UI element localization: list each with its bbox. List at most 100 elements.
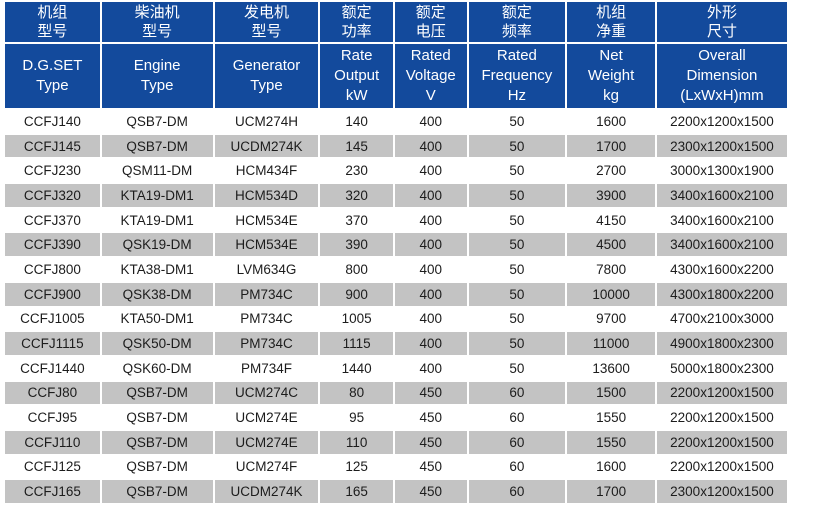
header-row-cn: 机组 型号 柴油机 型号 发电机 型号 额定 功率 额定 电压 额定 频率 机组 净重 外形 …	[5, 2, 787, 42]
cell-generator_type: PM734F	[214, 356, 319, 380]
cell-overall_dimension: 2200x1200x1500	[656, 406, 787, 429]
cell-rate_output: 1440	[320, 356, 393, 380]
col-header-en-rated_frequency: Rated Frequency Hz	[468, 44, 566, 108]
cell-net_weight: 1550	[567, 430, 655, 454]
cell-dgset_type: CCFJ230	[5, 159, 100, 183]
cell-net_weight: 1500	[567, 381, 655, 405]
table-row: CCFJ145 QSB7-DM UCDM274K 145 400 50 1700 2300x1…	[5, 134, 787, 158]
cell-net_weight: 9700	[567, 307, 655, 331]
cell-engine_type: KTA19-DM1	[101, 208, 213, 232]
cell-generator_type: UCDM274K	[214, 134, 319, 158]
table-row: CCFJ320 KTA19-DM1 HCM534D 320 400 50 3900 3400x…	[5, 184, 787, 207]
table-row: CCFJ230 QSM11-DM HCM434F 230 400 50 2700 3000x1…	[5, 159, 787, 183]
cell-rate_output: 800	[320, 258, 393, 281]
cell-generator_type: HCM534D	[214, 184, 319, 207]
cell-overall_dimension: 4300x1600x2200	[656, 258, 787, 281]
cell-engine_type: QSK60-DM	[101, 356, 213, 380]
cell-generator_type: UCM274E	[214, 406, 319, 429]
cell-generator_type: UCM274H	[214, 110, 319, 133]
col-header-cn-rated_frequency: 额定 频率	[468, 2, 566, 42]
cell-overall_dimension: 4700x2100x3000	[656, 307, 787, 331]
header-row-en: D.G.SET Type Engine Type Generator Type Rat…	[5, 44, 787, 108]
table-head: 机组 型号 柴油机 型号 发电机 型号 额定 功率 额定 电压 额定 频率 机组 净重 外形 …	[5, 2, 787, 108]
cell-rated_voltage: 400	[394, 134, 467, 158]
cell-rated_frequency: 50	[468, 110, 566, 133]
cell-rate_output: 80	[320, 381, 393, 405]
cell-net_weight: 1600	[567, 110, 655, 133]
cell-overall_dimension: 4300x1800x2200	[656, 282, 787, 306]
cell-overall_dimension: 5000x1800x2300	[656, 356, 787, 380]
table-row: CCFJ80 QSB7-DM UCM274C 80 450 60 1500 2200x1200…	[5, 381, 787, 405]
cell-net_weight: 4500	[567, 233, 655, 257]
cell-overall_dimension: 2300x1200x1500	[656, 480, 787, 503]
cell-dgset_type: CCFJ1440	[5, 356, 100, 380]
cell-net_weight: 13600	[567, 356, 655, 380]
cell-generator_type: LVM634G	[214, 258, 319, 281]
cell-engine_type: QSM11-DM	[101, 159, 213, 183]
cell-engine_type: QSB7-DM	[101, 381, 213, 405]
cell-rated_frequency: 60	[468, 406, 566, 429]
table-row: CCFJ110 QSB7-DM UCM274E 110 450 60 1550 2200x12…	[5, 430, 787, 454]
cell-dgset_type: CCFJ145	[5, 134, 100, 158]
cell-engine_type: KTA19-DM1	[101, 184, 213, 207]
cell-dgset_type: CCFJ1005	[5, 307, 100, 331]
cell-rated_voltage: 400	[394, 282, 467, 306]
cell-overall_dimension: 2200x1200x1500	[656, 430, 787, 454]
cell-rate_output: 370	[320, 208, 393, 232]
cell-overall_dimension: 3000x1300x1900	[656, 159, 787, 183]
cell-engine_type: QSB7-DM	[101, 110, 213, 133]
cell-generator_type: PM734C	[214, 282, 319, 306]
cell-overall_dimension: 4900x1800x2300	[656, 332, 787, 355]
cell-rated_voltage: 450	[394, 455, 467, 479]
cell-dgset_type: CCFJ370	[5, 208, 100, 232]
cell-rate_output: 1005	[320, 307, 393, 331]
cell-rate_output: 140	[320, 110, 393, 133]
table-body: CCFJ140 QSB7-DM UCM274H 140 400 50 1600 2200x12…	[5, 110, 787, 503]
cell-engine_type: QSB7-DM	[101, 480, 213, 503]
col-header-cn-rated_voltage: 额定 电压	[394, 2, 467, 42]
cell-generator_type: UCM274E	[214, 430, 319, 454]
table-row: CCFJ95 QSB7-DM UCM274E 95 450 60 1550 2200x1200…	[5, 406, 787, 429]
cell-overall_dimension: 3400x1600x2100	[656, 233, 787, 257]
cell-engine_type: QSK50-DM	[101, 332, 213, 355]
cell-rated_frequency: 50	[468, 208, 566, 232]
cell-rated_voltage: 400	[394, 332, 467, 355]
cell-rated_frequency: 50	[468, 258, 566, 281]
cell-dgset_type: CCFJ390	[5, 233, 100, 257]
cell-rate_output: 125	[320, 455, 393, 479]
cell-overall_dimension: 3400x1600x2100	[656, 184, 787, 207]
col-header-cn-rate_output: 额定 功率	[320, 2, 393, 42]
table-row: CCFJ900 QSK38-DM PM734C 900 400 50 10000 4300x1…	[5, 282, 787, 306]
cell-net_weight: 1700	[567, 134, 655, 158]
cell-rated_frequency: 50	[468, 233, 566, 257]
col-header-en-overall_dimension: Overall Dimension (LxWxH)mm	[656, 44, 787, 108]
col-header-cn-overall_dimension: 外形 尺寸	[656, 2, 787, 42]
cell-rated_voltage: 400	[394, 110, 467, 133]
cell-rate_output: 110	[320, 430, 393, 454]
cell-rated_voltage: 400	[394, 307, 467, 331]
cell-rated_frequency: 50	[468, 356, 566, 380]
cell-dgset_type: CCFJ125	[5, 455, 100, 479]
col-header-en-rate_output: Rate Output kW	[320, 44, 393, 108]
cell-rated_frequency: 60	[468, 430, 566, 454]
cell-overall_dimension: 2300x1200x1500	[656, 134, 787, 158]
cell-dgset_type: CCFJ110	[5, 430, 100, 454]
cell-generator_type: UCDM274K	[214, 480, 319, 503]
cell-rate_output: 390	[320, 233, 393, 257]
generator-spec-table: 机组 型号 柴油机 型号 发电机 型号 额定 功率 额定 电压 额定 频率 机组 净重 外形 …	[3, 0, 789, 505]
cell-rate_output: 230	[320, 159, 393, 183]
table-row: CCFJ800 KTA38-DM1 LVM634G 800 400 50 7800 4300x…	[5, 258, 787, 281]
cell-dgset_type: CCFJ140	[5, 110, 100, 133]
cell-engine_type: QSB7-DM	[101, 455, 213, 479]
table-row: CCFJ165 QSB7-DM UCDM274K 165 450 60 1700 2300x1…	[5, 480, 787, 503]
cell-rated_voltage: 400	[394, 233, 467, 257]
cell-net_weight: 11000	[567, 332, 655, 355]
table-row: CCFJ140 QSB7-DM UCM274H 140 400 50 1600 2200x12…	[5, 110, 787, 133]
cell-engine_type: KTA38-DM1	[101, 258, 213, 281]
cell-rated_voltage: 400	[394, 159, 467, 183]
cell-rated_voltage: 400	[394, 258, 467, 281]
cell-rate_output: 165	[320, 480, 393, 503]
cell-dgset_type: CCFJ80	[5, 381, 100, 405]
cell-dgset_type: CCFJ1115	[5, 332, 100, 355]
